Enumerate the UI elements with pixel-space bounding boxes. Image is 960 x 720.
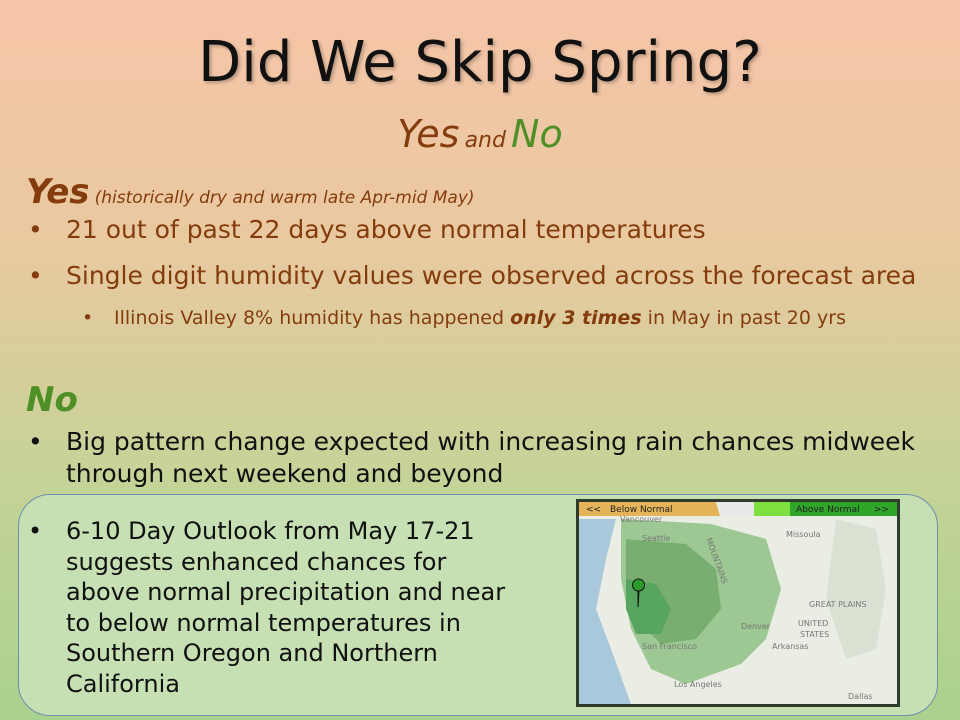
slide-title: Did We Skip Spring?	[198, 30, 762, 95]
yes-bullets: 21 out of past 22 days above normal temp…	[28, 214, 948, 292]
sub-bullet-emphasis: only 3 times	[510, 307, 642, 329]
outlook-bullets: 6-10 Day Outlook from May 17-21 suggests…	[28, 516, 518, 699]
yes-heading: Yes	[26, 172, 90, 212]
map-label: STATES	[800, 630, 829, 639]
legend-label: <<	[586, 505, 601, 515]
terrain	[826, 519, 886, 659]
map-label: Seattle	[642, 534, 670, 543]
sub-bullet: Illinois Valley 8% humidity has happened…	[82, 305, 846, 331]
subtitle-no: No	[511, 112, 563, 156]
map-label: Los Angeles	[674, 680, 722, 689]
location-pin	[632, 578, 645, 608]
legend-below	[579, 502, 720, 516]
yes-bullet: 21 out of past 22 days above normal temp…	[28, 214, 948, 246]
no-bullet: Big pattern change expected with increas…	[28, 426, 948, 490]
map-label: San Francisco	[642, 642, 697, 651]
map-label: Missoula	[786, 530, 821, 539]
outlook-bullet: 6-10 Day Outlook from May 17-21 suggests…	[28, 516, 518, 699]
map-label: GREAT PLAINS	[809, 600, 866, 609]
map-label: Dallas	[848, 692, 873, 701]
sub-bullets: Illinois Valley 8% humidity has happened…	[82, 305, 846, 331]
yes-note: (historically dry and warm late Apr-mid …	[94, 188, 475, 208]
subtitle-and: and	[464, 128, 506, 153]
precip-area-core	[626, 579, 671, 634]
yes-bullet: Single digit humidity values were observ…	[28, 260, 948, 292]
map-label: UNITED	[798, 619, 828, 628]
no-heading: No	[26, 380, 78, 420]
sub-bullet-text: in May in past 20 yrs	[647, 307, 846, 329]
ocean	[579, 519, 631, 704]
map-label: Arkansas	[772, 642, 808, 651]
legend-normal	[720, 502, 754, 516]
no-bullets: Big pattern change expected with increas…	[28, 426, 948, 490]
legend-above	[790, 502, 897, 516]
legend-label: Above Normal	[796, 505, 860, 515]
legend-label: >>	[874, 505, 889, 515]
map-label: Vancouver	[620, 515, 663, 524]
map-label: Denver	[741, 622, 771, 631]
subtitle: Yes and No	[0, 112, 960, 156]
legend-label: Below Normal	[610, 505, 673, 515]
yes-heading-row: Yes (historically dry and warm late Apr-…	[26, 172, 475, 212]
subtitle-yes: Yes	[397, 112, 460, 156]
legend-mid	[754, 502, 790, 516]
sub-bullet-text: Illinois Valley 8% humidity has happened	[114, 307, 505, 329]
outlook-map: << Below Normal Above Normal >> Vancouver Se…	[576, 499, 900, 707]
